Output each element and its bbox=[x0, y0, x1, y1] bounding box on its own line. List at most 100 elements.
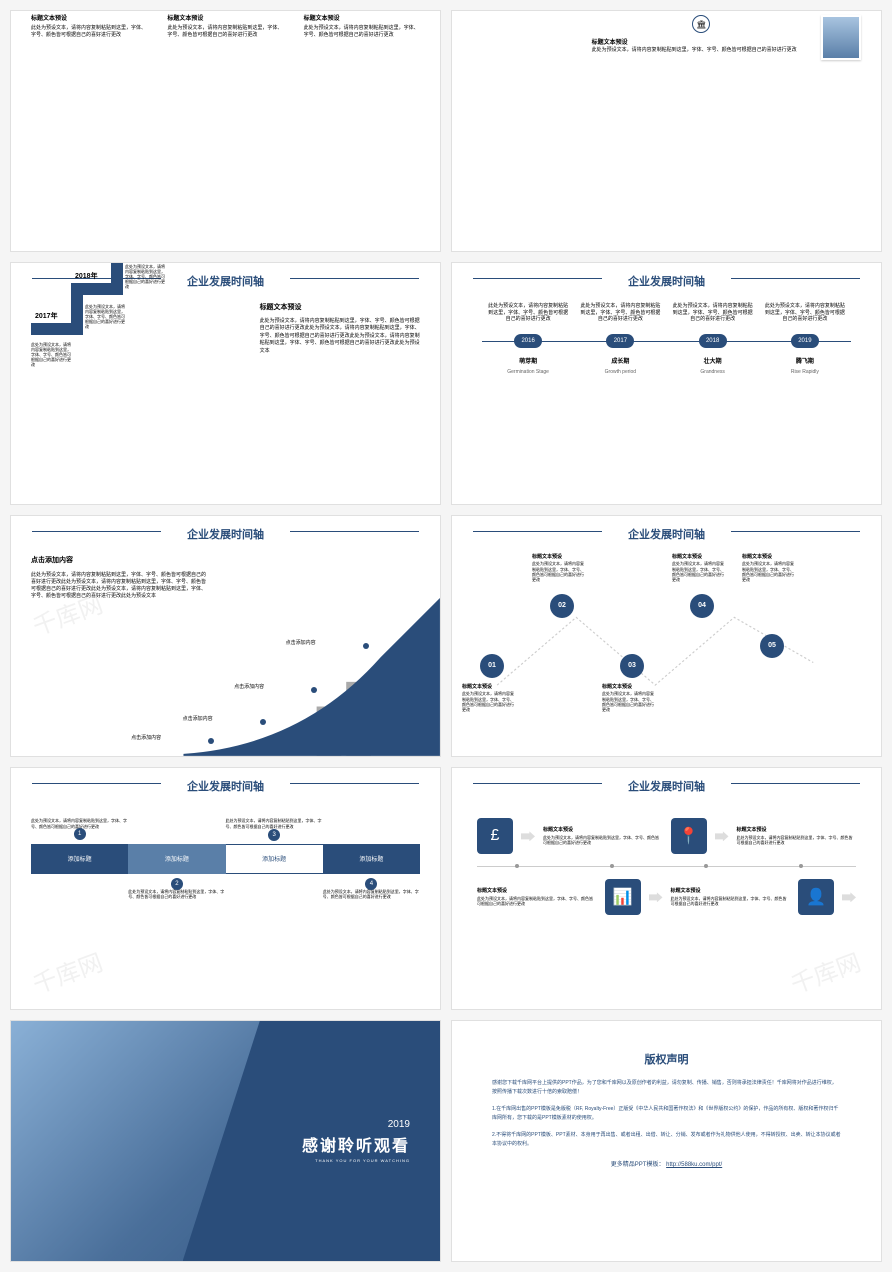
text: 此处为预设文本，请将内容复制粘贴到这里，字体、字号、颜色皆可根据自己的喜好进行更… bbox=[759, 303, 851, 323]
year-label: 2018年 bbox=[75, 271, 98, 281]
watermark: 千库网 bbox=[27, 942, 107, 1000]
slide-1: 标题文本预设 此处为预设文本，请将内容复制粘贴到这里，字体、字号、颜色皆可根据自… bbox=[10, 10, 441, 252]
text: 此处为预设文本，请将内容复制粘贴到这里，字体、字号、颜色皆可根据自己的喜好进行更… bbox=[602, 691, 657, 712]
closing-sub: THANK YOU FOR YOUR WATCHING bbox=[302, 1158, 410, 1163]
slide-4-horizontal-timeline: 企业发展时间轴 此处为预设文本，请将内容复制粘贴到这里，字体、字号、颜色皆可根据… bbox=[451, 262, 882, 504]
growth-chart: 点击添加内容 点击添加内容 点击添加内容 点击添加内容 bbox=[183, 598, 440, 756]
arrow-icon bbox=[715, 831, 729, 841]
heading: 标题文本预设 bbox=[602, 684, 657, 691]
timeline-node: 2018 bbox=[699, 334, 727, 348]
slide-title: 企业发展时间轴 bbox=[11, 768, 440, 798]
year-label: 2017年 bbox=[35, 311, 58, 321]
text: 此处为预设文本，请将内容复制粘贴到这里，字体、字号、颜色皆可根据自己的喜好进行更… bbox=[31, 25, 147, 39]
text: 此处为预设文本，请将内容复制粘贴到这里，字体、字号、颜色皆可根据自己的喜好进行更… bbox=[323, 889, 420, 899]
text: 此处为预设文本，请将内容复制粘贴到这里，字体、字号、颜色皆可根据自己的喜好进行更… bbox=[737, 835, 857, 845]
text: 此处为预设文本，请将内容复制粘贴到这里，字体、字号、颜色皆可根据自己的喜好进行更… bbox=[226, 818, 323, 828]
heading: 标题文本预设 bbox=[462, 684, 517, 691]
label: 点击添加内容 bbox=[234, 683, 264, 690]
node: 05 bbox=[760, 634, 784, 658]
stage-label: 成长期 bbox=[578, 359, 662, 367]
slide-5-growth-curve: 企业发展时间轴 点击添加内容 此处为预设文本，请将内容复制粘贴到这里，字体、字号… bbox=[10, 515, 441, 757]
label: 点击添加内容 bbox=[131, 734, 161, 741]
ribbon-segment: 2添加标题 bbox=[128, 844, 225, 874]
slide-8-icon-process: 企业发展时间轴 £ 标题文本预设此处为预设文本，请将内容复制粘贴到这里，字体、字… bbox=[451, 767, 882, 1009]
slide-title: 企业发展时间轴 bbox=[452, 768, 881, 798]
text: 此处为预设文本，请将内容复制粘贴到这里，字体、字号、颜色皆可根据自己的喜好进行更… bbox=[31, 572, 206, 600]
slide-7-ribbon-timeline: 企业发展时间轴 此处为预设文本，请将内容复制粘贴到这里，字体、字号、颜色皆可根据… bbox=[10, 767, 441, 1009]
money-icon: £ bbox=[477, 818, 513, 854]
ribbon-segment: 3添加标题 bbox=[226, 844, 323, 874]
building-image bbox=[821, 15, 861, 60]
text: 此处为预设文本，请将内容复制粘贴到这里，字体、字号、颜色皆可根据自己的喜好进行更… bbox=[667, 303, 759, 323]
timeline-node: 2017 bbox=[606, 334, 634, 348]
label: 点击添加内容 bbox=[286, 639, 316, 646]
slide-2: 🏛 标题文本预设 此处为预设文本，请将内容复制粘贴到这里，字体、字号、颜色皆可根… bbox=[451, 10, 882, 252]
label: 点击添加内容 bbox=[183, 715, 213, 722]
slide-6-zigzag-timeline: 企业发展时间轴 01 02 03 04 05 标题文本预设此处为预设文本，请将内… bbox=[451, 515, 882, 757]
slide-title: 企业发展时间轴 bbox=[11, 516, 440, 546]
heading: 标题文本预设 bbox=[260, 303, 420, 314]
text: 此处为预设文本，请将内容复制粘贴到这里，字体、字号、颜色皆可根据自己的喜好进行更… bbox=[167, 25, 283, 39]
heading: 标题文本预设 bbox=[592, 37, 811, 46]
text: 此处为预设文本，请将内容复制粘贴到这里，字体、字号、颜色皆可根据自己的喜好进行更… bbox=[128, 889, 225, 899]
year: 2019 bbox=[302, 1119, 410, 1130]
text: 此处为预设文本，请将内容复制粘贴到这里，字体、字号、颜色皆可根据自己的喜好进行更… bbox=[532, 561, 587, 582]
node: 03 bbox=[620, 654, 644, 678]
node: 02 bbox=[550, 594, 574, 618]
text: 此处为预设文本，请将内容复制粘贴到这里，字体、字号、颜色皆可根据自己的喜好进行更… bbox=[672, 561, 727, 582]
stage-label: 壮大期 bbox=[671, 359, 755, 367]
heading: 标题文本预设 bbox=[532, 554, 587, 561]
text: 此处为预设文本，请将内容复制粘贴到这里，字体、字号、颜色皆可根据自己的喜好进行更… bbox=[671, 896, 791, 906]
node: 04 bbox=[690, 594, 714, 618]
heading: 标题文本预设 bbox=[742, 554, 797, 561]
link-label: 更多精品PPT模板： bbox=[611, 1162, 665, 1168]
copyright-text: 感谢您下载千库网平台上提供的PPT作品，为了您和千库网以及原创作者的利益，请勿复… bbox=[492, 1079, 841, 1097]
heading: 点击添加内容 bbox=[31, 556, 206, 566]
node: 01 bbox=[480, 654, 504, 678]
text: 此处为预设文本，请将内容复制粘贴到这里，字体、字号、颜色皆可根据自己的喜好进行更… bbox=[260, 318, 420, 356]
slide-10-copyright: 版权声明 感谢您下载千库网平台上提供的PPT作品，为了您和千库网以及原创作者的利… bbox=[451, 1020, 882, 1262]
text: 此处为预设文本，请将内容复制粘贴到这里，字体、字号、颜色皆可根据自己的喜好进行更… bbox=[592, 46, 811, 53]
ribbon-segment: 1添加标题 bbox=[31, 844, 128, 874]
text: 此处为预设文本，请将内容复制粘贴到这里，字体、字号、颜色皆可根据自己的喜好进行更… bbox=[482, 303, 574, 323]
slide-title: 企业发展时间轴 bbox=[452, 516, 881, 546]
copyright-text: 1.在千库网出售的PPT模板是免版税（RF, Royalty-Free）正版受《… bbox=[492, 1105, 841, 1123]
text: 此处为预设文本，请将内容复制粘贴到这里，字体、字号、颜色皆可根据自己的喜好进行更… bbox=[477, 896, 597, 906]
link[interactable]: http://588ku.com/ppt/ bbox=[666, 1162, 722, 1168]
watermark: 千库网 bbox=[785, 942, 865, 1000]
timeline-node: 2019 bbox=[791, 334, 819, 348]
arrow-icon bbox=[842, 892, 856, 902]
text: 此处为预设文本，请将内容复制粘贴到这里，字体、字号、颜色皆可根据自己的喜好进行更… bbox=[462, 691, 517, 712]
text: 此处为预设文本，请将内容复制粘贴到这里，字体、字号、颜色皆可根据自己的喜好进行更… bbox=[85, 304, 125, 330]
copyright-text: 2.不得将千库网的PPT模板、PPT素材、本身用于再出售、或者出租、出借、转让、… bbox=[492, 1131, 841, 1149]
slide-3-stair-timeline: 企业发展时间轴 2017年 2018年 2019年 2020年 此处为预设文本，… bbox=[10, 262, 441, 504]
copyright-title: 版权声明 bbox=[492, 1051, 841, 1067]
timeline-node: 2016 bbox=[514, 334, 542, 348]
text: 此处为预设文本，请将内容复制粘贴到这里，字体、字号、颜色皆可根据自己的喜好进行更… bbox=[742, 561, 797, 582]
ribbon-segment: 4添加标题 bbox=[323, 844, 420, 874]
stage-label: 腾飞期 bbox=[763, 359, 847, 367]
heading: 标题文本预设 bbox=[737, 827, 857, 834]
text: 此处为预设文本，请将内容复制粘贴到这里，字体、字号、颜色皆可根据自己的喜好进行更… bbox=[304, 25, 420, 39]
stage-en: Rise Rapidly bbox=[763, 369, 847, 376]
text: 此处为预设文本，请将内容复制粘贴到这里，字体、字号、颜色皆可根据自己的喜好进行更… bbox=[574, 303, 666, 323]
text: 此处为预设文本，请将内容复制粘贴到这里，字体、字号、颜色皆可根据自己的喜好进行更… bbox=[125, 264, 165, 290]
slide-title: 企业发展时间轴 bbox=[452, 263, 881, 293]
heading: 标题文本预设 bbox=[304, 15, 420, 23]
text: 此处为预设文本，请将内容复制粘贴到这里，字体、字号、颜色皆可根据自己的喜好进行更… bbox=[31, 342, 71, 368]
heading: 标题文本预设 bbox=[31, 15, 147, 23]
bank-icon: 🏛 bbox=[692, 15, 710, 33]
stage-en: Growth period bbox=[578, 369, 662, 376]
heading: 标题文本预设 bbox=[671, 888, 791, 895]
user-icon: 👤 bbox=[798, 879, 834, 915]
arrow-icon bbox=[521, 831, 535, 841]
heading: 标题文本预设 bbox=[543, 827, 663, 834]
stage-en: Grandness bbox=[671, 369, 755, 376]
heading: 标题文本预设 bbox=[672, 554, 727, 561]
location-icon: 📍 bbox=[671, 818, 707, 854]
heading: 标题文本预设 bbox=[477, 888, 597, 895]
closing-title: 感谢聆听观看 bbox=[302, 1132, 410, 1156]
stage-en: Germination Stage bbox=[486, 369, 570, 376]
stage-label: 萌芽期 bbox=[486, 359, 570, 367]
slide-9-closing: 2019 感谢聆听观看 THANK YOU FOR YOUR WATCHING bbox=[10, 1020, 441, 1262]
